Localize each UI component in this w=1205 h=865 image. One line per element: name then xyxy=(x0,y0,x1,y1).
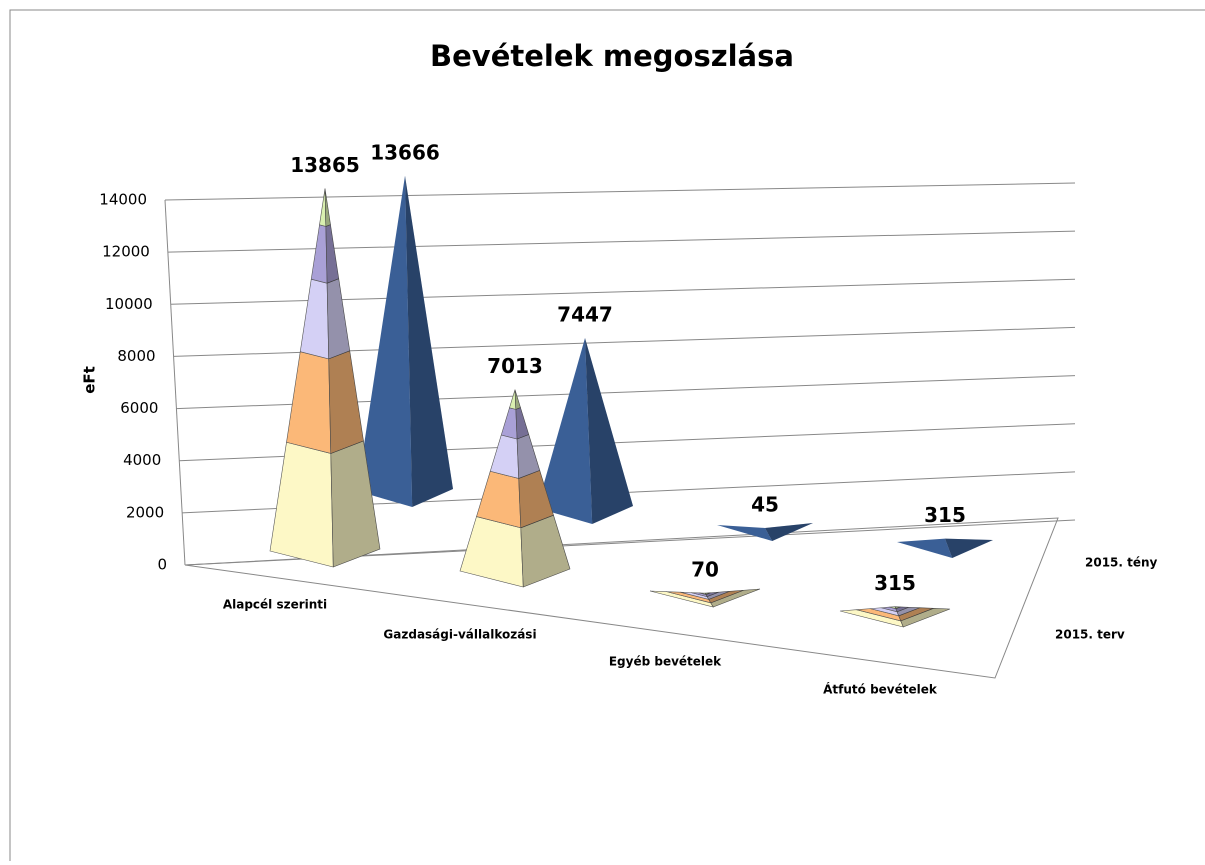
pyramid-shade xyxy=(515,389,570,587)
pyramid xyxy=(839,606,951,628)
value-label: 7013 xyxy=(487,354,543,378)
pyramid-band xyxy=(704,592,711,595)
x-tick-label: Átfutó bevételek xyxy=(823,682,938,697)
pyramid-shade xyxy=(405,175,453,508)
x-tick-label: Gazdasági-vállalkozási xyxy=(383,628,536,642)
pyramid-band xyxy=(405,175,453,508)
pyramid-shade xyxy=(585,338,633,524)
value-label: 315 xyxy=(924,503,966,527)
y-tick-label: 0 xyxy=(157,556,167,574)
x-tick-label: Egyéb bevételek xyxy=(609,655,722,669)
series-label: 2015. tény xyxy=(1085,556,1158,570)
value-label: 13865 xyxy=(290,153,360,177)
grid-line xyxy=(164,182,1076,201)
pyramid xyxy=(897,538,993,558)
pyramid-band xyxy=(324,188,331,227)
value-label: 7447 xyxy=(557,303,613,327)
floor xyxy=(184,517,1059,679)
y-tick-label: 14000 xyxy=(99,191,147,209)
pyramid xyxy=(717,523,813,541)
pyramid-band xyxy=(357,175,413,508)
pyramid-shade xyxy=(945,538,993,558)
pyramid-shade xyxy=(705,589,760,607)
pyramid-shade xyxy=(765,523,813,541)
value-label: 315 xyxy=(874,571,916,595)
pyramid xyxy=(269,188,381,568)
pyramid xyxy=(537,338,633,524)
pyramid-shade xyxy=(325,188,380,567)
pyramid xyxy=(459,389,571,588)
pyramid-band xyxy=(537,338,593,524)
y-tick-label: 12000 xyxy=(102,243,150,261)
value-label: 45 xyxy=(751,492,779,516)
pyramid-band xyxy=(514,389,521,410)
y-tick-label: 4000 xyxy=(123,451,161,469)
pyramid-band xyxy=(765,523,813,541)
value-label: 13666 xyxy=(370,140,440,164)
pyramid-band xyxy=(897,538,953,558)
y-tick-label: 6000 xyxy=(120,399,158,417)
pyramid-band xyxy=(717,525,773,541)
y-tick-label: 2000 xyxy=(126,503,164,521)
y-axis xyxy=(164,199,186,566)
pyramid xyxy=(649,588,761,608)
y-tick-label: 10000 xyxy=(105,295,153,313)
pyramid-band xyxy=(894,606,901,610)
y-axis-label: eFt xyxy=(81,366,99,394)
value-label: 70 xyxy=(691,558,719,582)
series-label: 2015. terv xyxy=(1055,628,1125,642)
pyramid-shade xyxy=(895,606,950,627)
y-tick-label: 8000 xyxy=(117,347,155,365)
x-tick-label: Alapcél szerinti xyxy=(223,598,327,612)
pyramid-band xyxy=(945,538,993,558)
pyramid xyxy=(357,175,453,508)
pyramid-band xyxy=(585,338,633,524)
chart-title: Bevételek megoszlása xyxy=(430,39,794,73)
